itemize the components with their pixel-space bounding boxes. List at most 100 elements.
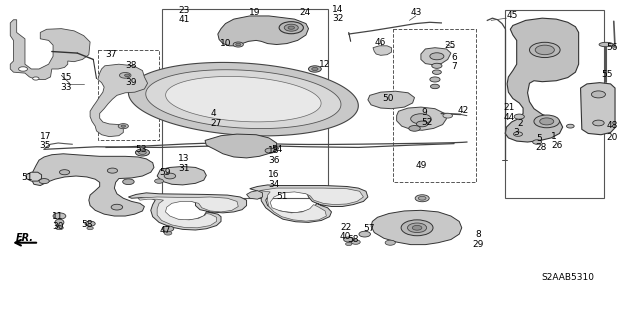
Polygon shape	[10, 20, 90, 79]
Text: 7: 7	[451, 62, 457, 71]
Text: 24: 24	[299, 8, 310, 17]
Ellipse shape	[540, 118, 554, 125]
Ellipse shape	[351, 240, 360, 244]
Text: 19: 19	[248, 8, 260, 17]
Ellipse shape	[535, 45, 554, 55]
Polygon shape	[166, 77, 321, 122]
Ellipse shape	[312, 67, 318, 70]
Ellipse shape	[415, 195, 429, 202]
Text: 38: 38	[125, 61, 137, 70]
Text: 13
31: 13 31	[178, 154, 189, 173]
Text: 23
41: 23 41	[179, 6, 189, 24]
Text: 8
29: 8 29	[473, 230, 484, 249]
Ellipse shape	[431, 84, 440, 89]
Ellipse shape	[279, 22, 303, 34]
Text: 5
28: 5 28	[536, 134, 547, 152]
Bar	[163, 9, 328, 197]
Text: 58: 58	[347, 235, 358, 244]
Ellipse shape	[125, 74, 130, 77]
Polygon shape	[580, 83, 615, 135]
Ellipse shape	[60, 170, 70, 175]
Ellipse shape	[409, 125, 420, 131]
Ellipse shape	[430, 53, 444, 60]
Ellipse shape	[265, 148, 275, 153]
Ellipse shape	[534, 115, 559, 128]
Text: 18
36: 18 36	[268, 146, 280, 165]
Polygon shape	[205, 134, 276, 158]
Text: 48: 48	[607, 121, 618, 130]
Ellipse shape	[385, 240, 396, 245]
Polygon shape	[129, 193, 246, 230]
Ellipse shape	[591, 91, 605, 98]
Text: 53: 53	[136, 145, 147, 154]
Text: 55: 55	[602, 70, 613, 79]
Text: 17
35: 17 35	[40, 132, 51, 151]
Text: 51: 51	[276, 192, 288, 202]
Text: 42: 42	[458, 106, 468, 115]
Text: 4
27: 4 27	[210, 109, 221, 128]
Polygon shape	[368, 91, 415, 109]
Bar	[505, 10, 604, 197]
Polygon shape	[129, 63, 358, 136]
Polygon shape	[31, 154, 154, 216]
Ellipse shape	[85, 221, 95, 226]
Ellipse shape	[513, 132, 522, 136]
Text: 3: 3	[513, 128, 519, 137]
Bar	[98, 50, 159, 140]
Text: 39: 39	[125, 78, 137, 87]
Ellipse shape	[121, 125, 125, 127]
Text: 54: 54	[271, 145, 282, 154]
Text: 45: 45	[506, 11, 518, 20]
Polygon shape	[373, 46, 392, 55]
Ellipse shape	[432, 63, 442, 68]
Ellipse shape	[87, 226, 93, 230]
Text: 9
52: 9 52	[421, 108, 432, 127]
Ellipse shape	[532, 140, 541, 144]
Polygon shape	[505, 18, 579, 142]
Ellipse shape	[111, 204, 123, 210]
Ellipse shape	[164, 231, 172, 235]
Text: 1
26: 1 26	[551, 132, 563, 151]
Ellipse shape	[408, 223, 427, 233]
Ellipse shape	[53, 213, 66, 219]
Ellipse shape	[412, 226, 422, 230]
Ellipse shape	[56, 226, 63, 230]
Text: 59: 59	[159, 168, 171, 177]
Polygon shape	[250, 185, 368, 222]
Text: 22
40: 22 40	[340, 223, 351, 241]
Ellipse shape	[163, 226, 173, 232]
Ellipse shape	[284, 24, 298, 31]
Text: 2: 2	[518, 119, 523, 129]
Ellipse shape	[236, 43, 241, 46]
Ellipse shape	[443, 113, 452, 118]
Text: 56: 56	[607, 43, 618, 52]
Text: 11
30: 11 30	[52, 212, 64, 231]
Ellipse shape	[155, 179, 164, 183]
Text: 46: 46	[375, 38, 387, 47]
Text: 49: 49	[415, 161, 427, 170]
Polygon shape	[218, 16, 308, 46]
Text: 57: 57	[364, 224, 375, 233]
Text: 14
32: 14 32	[332, 5, 344, 23]
Polygon shape	[259, 188, 364, 221]
Ellipse shape	[108, 168, 118, 173]
Bar	[394, 29, 476, 182]
Polygon shape	[146, 70, 341, 129]
Ellipse shape	[529, 42, 560, 57]
Polygon shape	[246, 191, 262, 199]
Text: 16
34: 16 34	[268, 170, 280, 189]
Text: 51: 51	[22, 174, 33, 182]
Polygon shape	[371, 210, 462, 245]
Text: 20: 20	[607, 133, 618, 142]
Ellipse shape	[411, 114, 431, 124]
Text: 6: 6	[451, 53, 457, 62]
Ellipse shape	[593, 120, 604, 126]
Ellipse shape	[33, 77, 39, 80]
Polygon shape	[157, 167, 206, 185]
Ellipse shape	[308, 66, 321, 72]
Ellipse shape	[599, 42, 613, 47]
Ellipse shape	[401, 220, 433, 236]
Text: 50: 50	[383, 94, 394, 103]
Ellipse shape	[164, 173, 175, 179]
Text: S2AAB5310: S2AAB5310	[541, 272, 595, 281]
